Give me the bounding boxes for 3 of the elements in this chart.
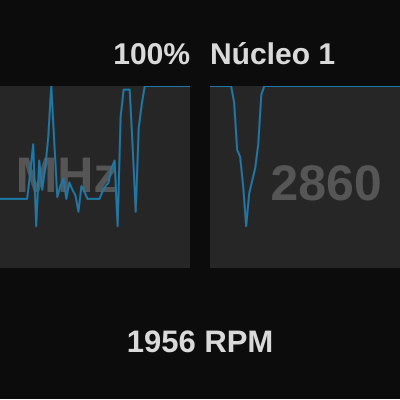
chart-title: Núcleo 1 xyxy=(210,38,336,71)
chart-title: 100% xyxy=(113,38,190,71)
text: 1956 RPM xyxy=(126,324,274,359)
